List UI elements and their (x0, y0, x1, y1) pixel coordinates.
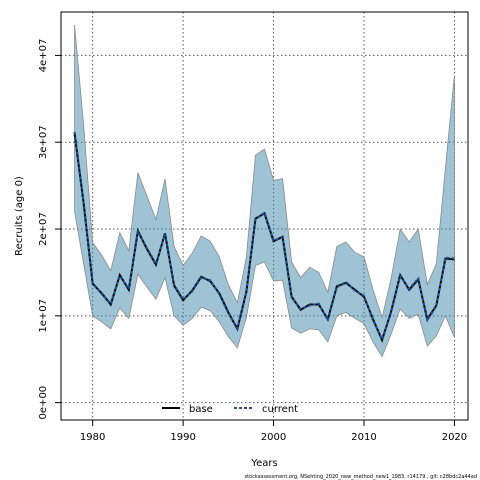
y-axis-label: Recruits (age 0) (14, 176, 25, 256)
x-tick-label: 2000 (261, 432, 286, 443)
y-tick-label: 0e+00 (38, 386, 49, 420)
legend-label-base: base (189, 404, 213, 415)
plot-frame (60, 11, 469, 421)
legend-label-current: current (262, 404, 298, 415)
y-axis-ticks: 0e+00 1e+07 2e+07 3e+07 4e+07 (38, 39, 61, 420)
y-tick-label: 4e+07 (38, 39, 49, 73)
x-tick-label: 1980 (80, 432, 105, 443)
x-tick-label: 2010 (351, 432, 376, 443)
x-axis-ticks: 1980 1990 2000 2010 2020 (80, 420, 467, 443)
series-lines-layer (73, 131, 455, 343)
x-tick-label: 2020 (442, 432, 467, 443)
y-tick-label: 3e+07 (38, 125, 49, 159)
series-line-current (73, 131, 455, 342)
confidence-band-layer (74, 24, 455, 358)
y-tick-label: 2e+07 (38, 212, 49, 246)
x-tick-label: 1990 (170, 432, 195, 443)
legend: base current (162, 404, 298, 415)
footnote: stockassessment.org, NSehting_2020_new_m… (244, 474, 477, 480)
x-axis-label: Years (250, 458, 277, 469)
confidence-band (74, 24, 455, 358)
y-tick-label: 1e+07 (38, 299, 49, 333)
